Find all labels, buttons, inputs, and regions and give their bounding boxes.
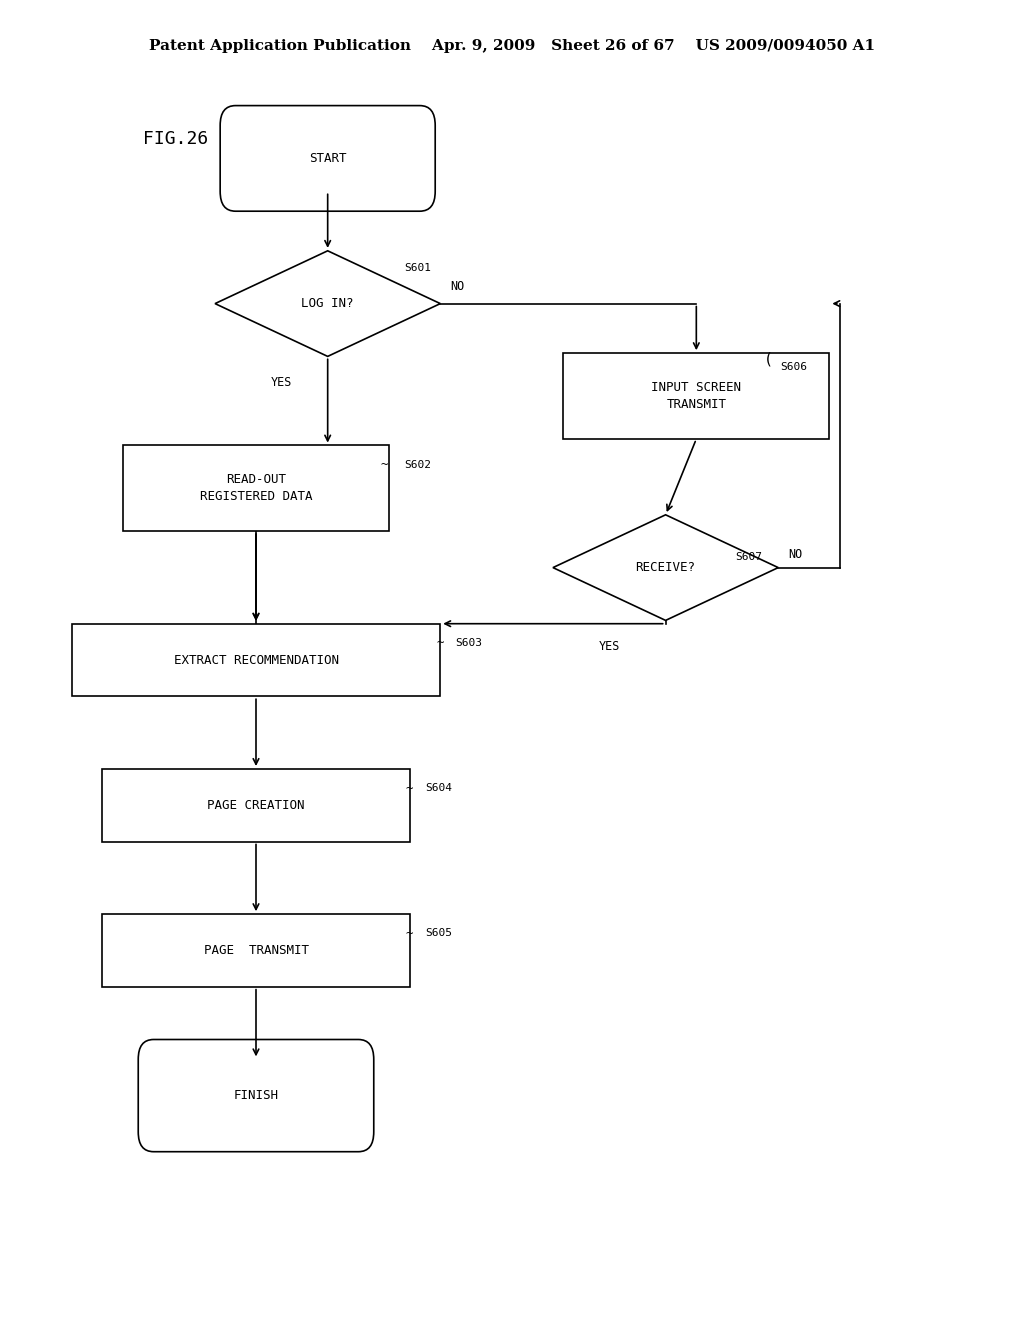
Text: ~: ~	[406, 781, 414, 795]
Text: NO: NO	[451, 280, 465, 293]
Polygon shape	[553, 515, 778, 620]
FancyBboxPatch shape	[138, 1040, 374, 1151]
Text: FIG.26: FIG.26	[143, 129, 209, 148]
Polygon shape	[215, 251, 440, 356]
Text: ~: ~	[436, 636, 444, 649]
Text: EXTRACT RECOMMENDATION: EXTRACT RECOMMENDATION	[173, 653, 339, 667]
Text: S604: S604	[425, 783, 452, 793]
FancyBboxPatch shape	[123, 445, 389, 531]
FancyBboxPatch shape	[72, 624, 440, 697]
Text: S606: S606	[780, 362, 807, 372]
FancyBboxPatch shape	[102, 913, 410, 987]
Text: YES: YES	[270, 376, 292, 389]
Text: (: (	[764, 351, 772, 367]
Text: S607: S607	[735, 552, 762, 562]
Text: READ-OUT
REGISTERED DATA: READ-OUT REGISTERED DATA	[200, 474, 312, 503]
Text: YES: YES	[599, 640, 621, 653]
Text: FINISH: FINISH	[233, 1089, 279, 1102]
Text: S603: S603	[456, 638, 482, 648]
FancyBboxPatch shape	[563, 354, 829, 438]
FancyBboxPatch shape	[220, 106, 435, 211]
Text: PAGE CREATION: PAGE CREATION	[207, 799, 305, 812]
Text: INPUT SCREEN
TRANSMIT: INPUT SCREEN TRANSMIT	[651, 381, 741, 411]
Text: RECEIVE?: RECEIVE?	[636, 561, 695, 574]
Text: LOG IN?: LOG IN?	[301, 297, 354, 310]
Text: ~: ~	[406, 927, 414, 940]
Text: S601: S601	[404, 263, 431, 273]
Text: PAGE  TRANSMIT: PAGE TRANSMIT	[204, 944, 308, 957]
Text: Patent Application Publication    Apr. 9, 2009   Sheet 26 of 67    US 2009/00940: Patent Application Publication Apr. 9, 2…	[148, 40, 876, 53]
Text: START: START	[309, 152, 346, 165]
FancyBboxPatch shape	[102, 768, 410, 842]
Text: S602: S602	[404, 459, 431, 470]
Text: ~: ~	[380, 458, 388, 471]
Text: NO: NO	[788, 548, 803, 561]
Text: S605: S605	[425, 928, 452, 939]
